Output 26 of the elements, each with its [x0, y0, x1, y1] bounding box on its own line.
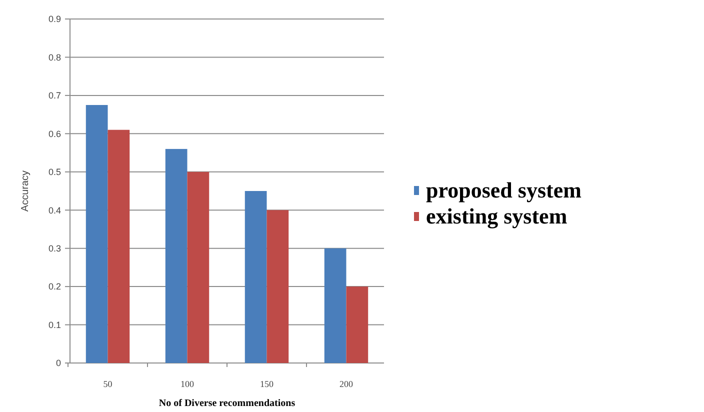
- x-tick-label: 100: [180, 379, 195, 389]
- y-tick-label: 0.2: [48, 282, 61, 292]
- y-tick-label: 0.5: [48, 167, 61, 178]
- x-axis-title: No of Diverse recommendations: [158, 398, 296, 409]
- bar: [346, 286, 368, 363]
- y-tick-label: 0.9: [48, 14, 61, 24]
- legend-label: proposed system: [426, 178, 582, 203]
- x-tick-label: 50: [103, 379, 113, 389]
- bar: [86, 105, 108, 363]
- y-axis-title: Accuracy: [20, 170, 31, 212]
- y-tick-label: 0: [56, 358, 61, 368]
- bar: [244, 191, 267, 363]
- legend-label: existing system: [426, 204, 568, 229]
- bar: [324, 248, 346, 363]
- y-tick-label: 0.4: [48, 205, 61, 216]
- x-tick-label: 200: [339, 379, 354, 389]
- bar: [187, 172, 210, 363]
- y-tick-label: 0.7: [48, 90, 61, 101]
- y-tick-label: 0.6: [48, 128, 61, 139]
- x-tick-label: 150: [260, 379, 274, 389]
- y-tick-label: 0.1: [48, 320, 61, 330]
- y-tick-label: 0.3: [48, 243, 61, 254]
- bar: [108, 130, 130, 363]
- y-tick-label: 0.8: [48, 52, 61, 62]
- bar: [165, 148, 188, 363]
- bar: [266, 210, 289, 363]
